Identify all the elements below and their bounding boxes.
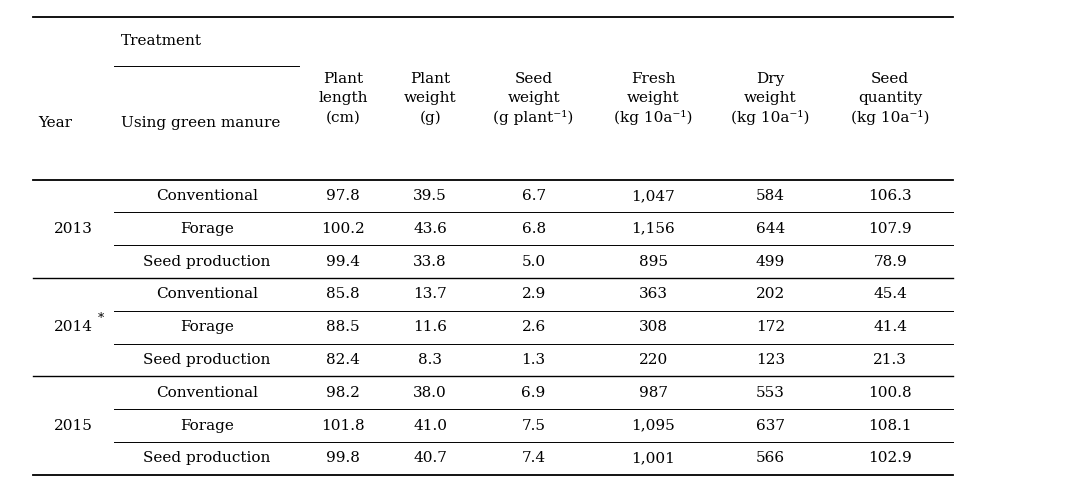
Text: Using green manure: Using green manure [121,116,280,130]
Text: Seed
quantity
(kg 10a⁻¹): Seed quantity (kg 10a⁻¹) [851,72,930,125]
Text: 100.2: 100.2 [321,222,365,236]
Text: 100.8: 100.8 [868,386,913,400]
Text: 98.2: 98.2 [326,386,360,400]
Text: 99.8: 99.8 [326,451,360,466]
Text: Treatment: Treatment [121,35,201,48]
Text: 102.9: 102.9 [868,451,913,466]
Text: 584: 584 [756,189,785,203]
Text: 45.4: 45.4 [873,287,907,301]
Text: 1,156: 1,156 [632,222,675,236]
Text: 895: 895 [639,255,668,268]
Text: 2013: 2013 [54,222,93,236]
Text: 99.4: 99.4 [326,255,360,268]
Text: Seed production: Seed production [144,451,270,466]
Text: 41.4: 41.4 [873,320,907,334]
Text: 41.0: 41.0 [413,419,448,432]
Text: Fresh
weight
(kg 10a⁻¹): Fresh weight (kg 10a⁻¹) [614,72,693,125]
Text: 21.3: 21.3 [873,353,907,367]
Text: 220: 220 [639,353,668,367]
Text: 363: 363 [639,287,668,301]
Text: Dry
weight
(kg 10a⁻¹): Dry weight (kg 10a⁻¹) [731,72,810,125]
Text: 1,095: 1,095 [632,419,675,432]
Text: 987: 987 [639,386,668,400]
Text: 6.9: 6.9 [522,386,546,400]
Text: Conventional: Conventional [156,386,258,400]
Text: Forage: Forage [180,222,234,236]
Text: 85.8: 85.8 [327,287,359,301]
Text: Forage: Forage [180,320,234,334]
Text: 33.8: 33.8 [414,255,446,268]
Text: 82.4: 82.4 [326,353,360,367]
Text: 6.7: 6.7 [522,189,546,203]
Text: 5.0: 5.0 [522,255,546,268]
Text: Forage: Forage [180,419,234,432]
Text: 644: 644 [756,222,785,236]
Text: 101.8: 101.8 [321,419,365,432]
Text: Conventional: Conventional [156,287,258,301]
Text: 97.8: 97.8 [327,189,359,203]
Text: 499: 499 [756,255,785,268]
Text: 8.3: 8.3 [418,353,442,367]
Text: 637: 637 [756,419,785,432]
Text: Seed
weight
(g plant⁻¹): Seed weight (g plant⁻¹) [493,72,574,125]
Text: 6.8: 6.8 [522,222,546,236]
Text: Plant
weight
(g): Plant weight (g) [404,72,456,125]
Text: 11.6: 11.6 [413,320,448,334]
Text: 1.3: 1.3 [522,353,546,367]
Text: 43.6: 43.6 [413,222,448,236]
Text: 566: 566 [756,451,785,466]
Text: 123: 123 [756,353,785,367]
Text: 108.1: 108.1 [868,419,913,432]
Text: Plant
length
(cm): Plant length (cm) [318,73,368,124]
Text: 2015: 2015 [54,419,93,432]
Text: 40.7: 40.7 [413,451,448,466]
Text: 7.5: 7.5 [522,419,546,432]
Text: Conventional: Conventional [156,189,258,203]
Text: 88.5: 88.5 [327,320,359,334]
Text: 2.6: 2.6 [522,320,546,334]
Text: 172: 172 [756,320,785,334]
Text: 78.9: 78.9 [873,255,907,268]
Text: Year: Year [38,116,72,130]
Text: 107.9: 107.9 [868,222,913,236]
Text: 39.5: 39.5 [414,189,446,203]
Text: 1,047: 1,047 [632,189,675,203]
Text: 308: 308 [639,320,668,334]
Text: 2014: 2014 [54,320,93,334]
Text: 38.0: 38.0 [414,386,446,400]
Text: Seed production: Seed production [144,255,270,268]
Text: 7.4: 7.4 [522,451,546,466]
Text: 2.9: 2.9 [522,287,546,301]
Text: 1,001: 1,001 [632,451,675,466]
Text: 202: 202 [756,287,785,301]
Text: 106.3: 106.3 [868,189,913,203]
Text: 553: 553 [756,386,785,400]
Text: *: * [98,312,103,324]
Text: Seed production: Seed production [144,353,270,367]
Text: 13.7: 13.7 [414,287,446,301]
